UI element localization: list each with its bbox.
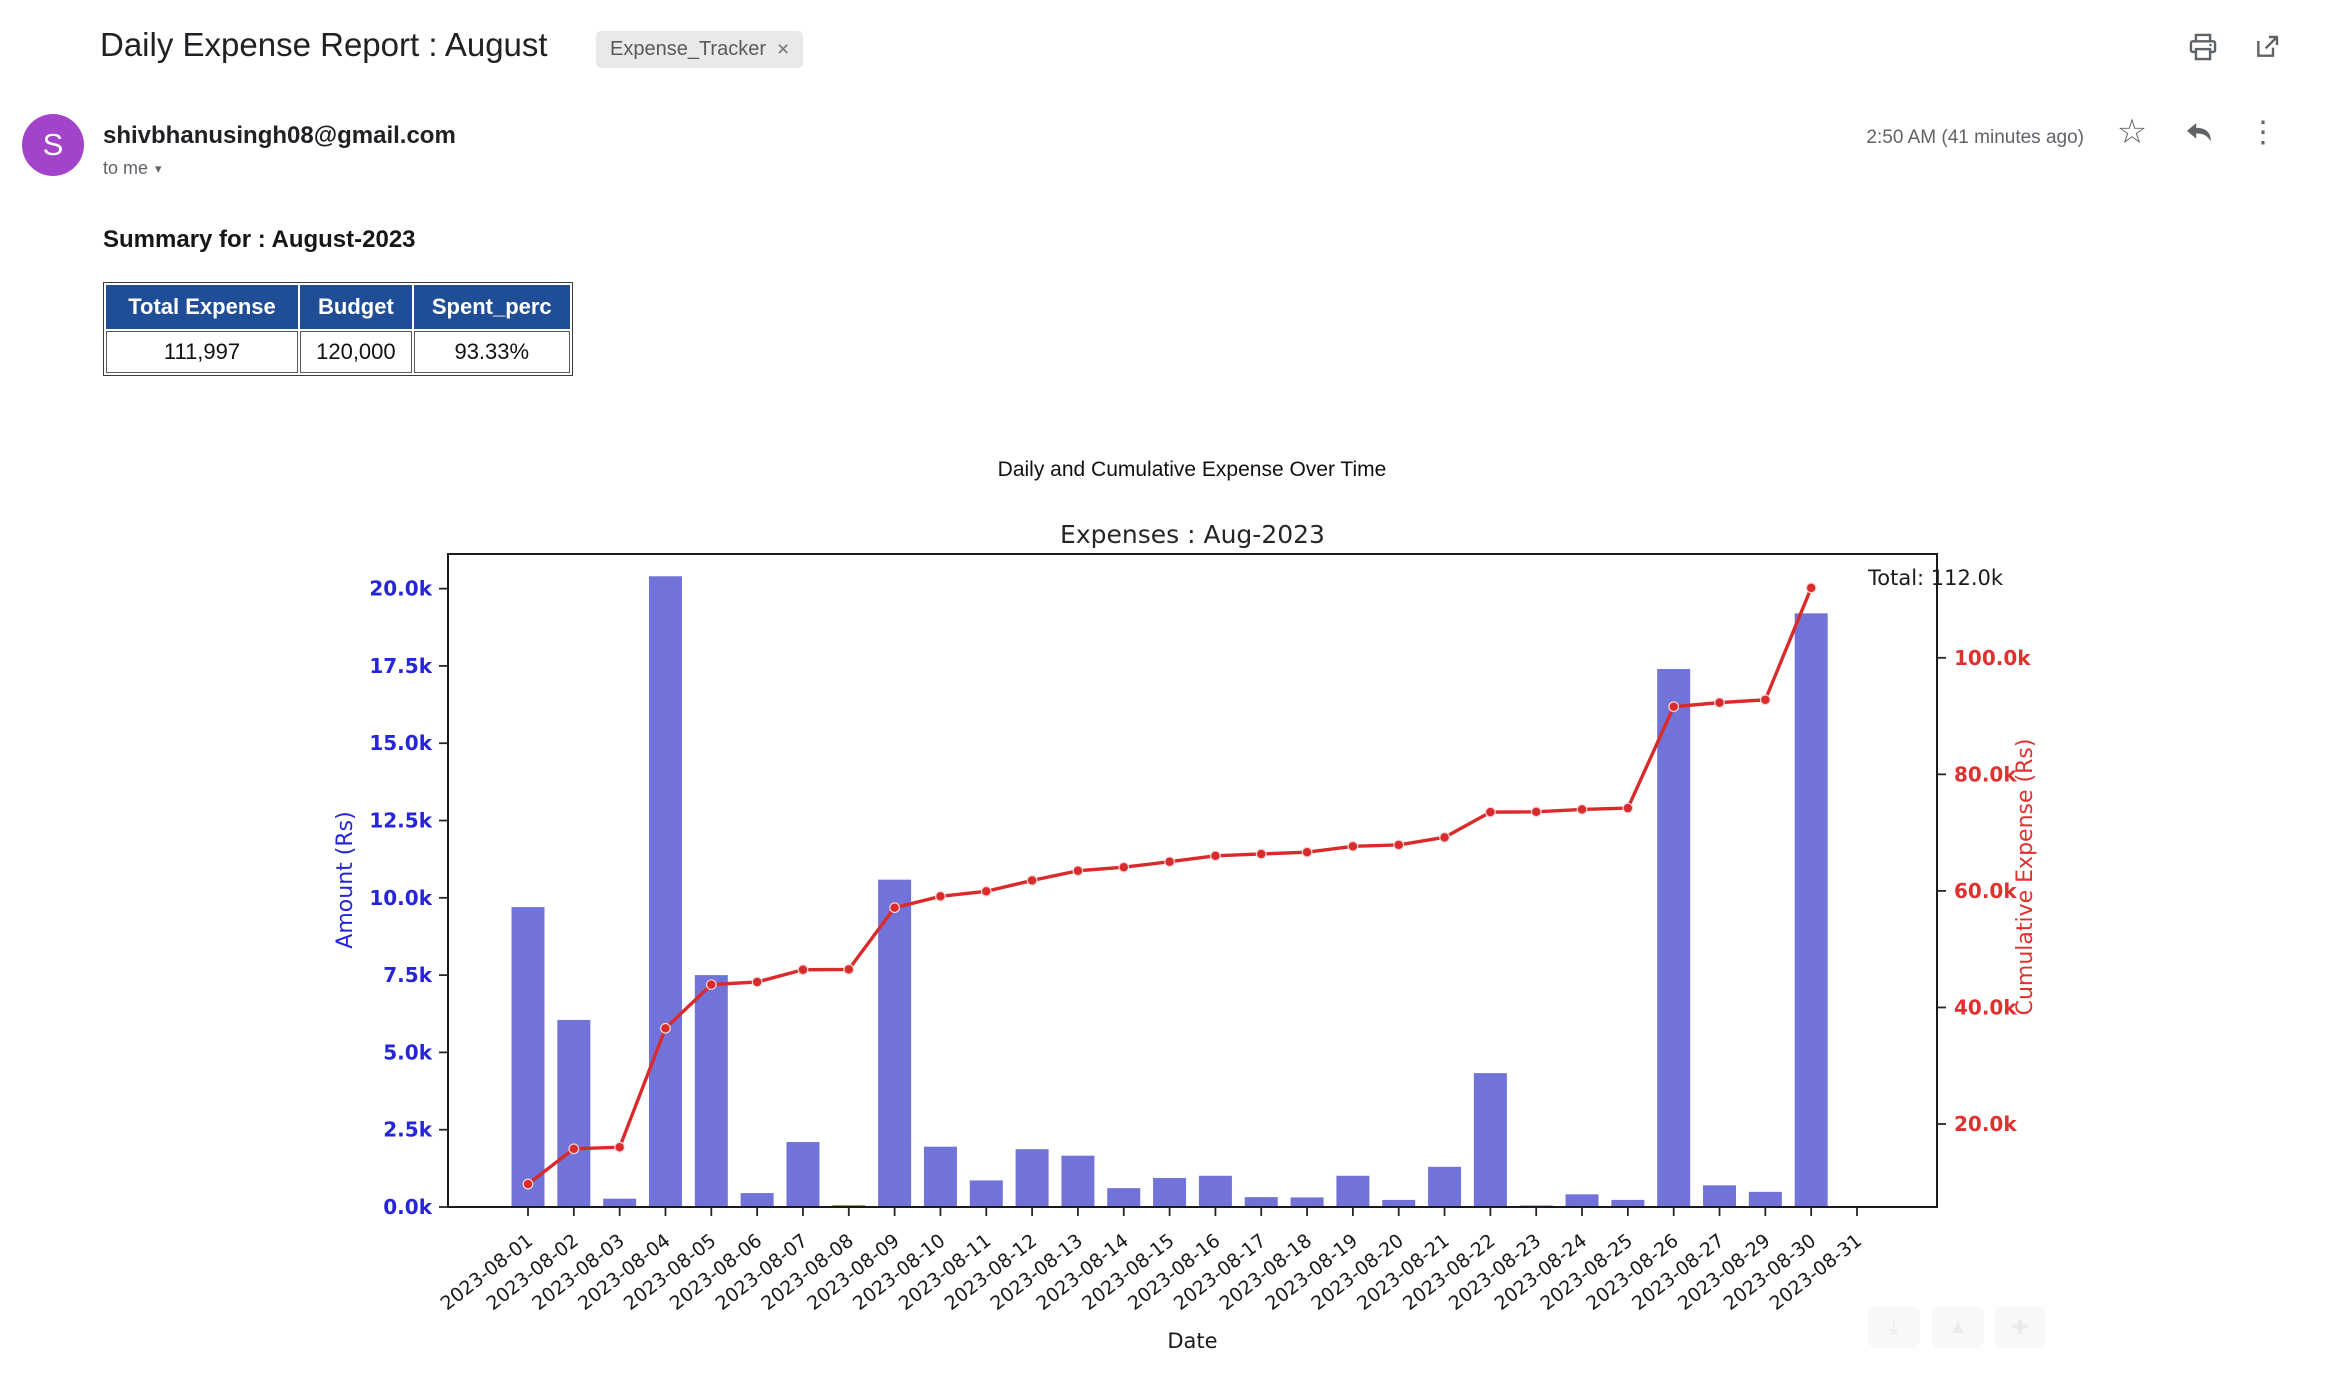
summary-col-budget: Budget [300,285,412,329]
message-timestamp: 2:50 AM (41 minutes ago) [1866,127,2084,148]
svg-text:15.0k: 15.0k [369,731,432,755]
spent-perc-value: 93.33% [413,331,570,373]
sender-avatar[interactable]: S [22,114,84,176]
svg-text:7.5k: 7.5k [383,963,432,987]
x-axis-label: Date [1167,1329,1217,1353]
summary-col-spent-perc: Spent_perc [413,285,570,329]
svg-text:2.5k: 2.5k [383,1118,432,1142]
printer-icon [2186,30,2220,69]
cumulative-expense-line [522,582,1817,1190]
photos-icon: ✚ [2011,1316,2029,1339]
total-expense-value: 111,997 [106,331,298,373]
svg-text:5.0k: 5.0k [383,1040,432,1064]
image-save-to-photos-button[interactable]: ✚ [1994,1306,2046,1348]
reply-icon [2182,116,2216,155]
svg-text:80.0k: 80.0k [1954,762,2017,786]
recipient-label: to me [103,158,149,178]
open-in-new-button[interactable] [2248,30,2286,68]
summary-col-total-expense: Total Expense [106,285,298,329]
right-y-axis-label: Cumulative Expense (Rs) [2013,739,2038,1016]
label-remove-icon[interactable]: × [777,38,790,61]
email-subject: Daily Expense Report : August [100,26,548,63]
svg-text:20.0k: 20.0k [1954,1112,2017,1136]
left-axis: 0.0k 2.5k 5.0k 7.5k 10.0k 12.5k 15.0k 17.5k 20.0… [369,577,448,1219]
chevron-down-icon: ▾ [155,160,162,176]
table-row: 111,997 120,000 93.33% [106,331,570,373]
label-chip-expense-tracker[interactable]: Expense_Tracker × [596,31,804,68]
star-icon: ☆ [2116,113,2148,151]
more-options-button[interactable]: ⋮ [2244,110,2282,154]
summary-table: Total Expense Budget Spent_perc 111,997 … [103,282,573,376]
star-button[interactable]: ☆ [2112,112,2152,152]
x-axis: 2023-08-012023-08-022023-08-032023-08-04… [437,1207,1866,1315]
reply-button[interactable] [2180,116,2218,154]
chart-heading: Daily and Cumulative Expense Over Time [997,458,1387,481]
svg-text:100.0k: 100.0k [1954,646,2031,670]
print-button[interactable] [2184,30,2222,68]
image-download-button[interactable]: ⤓ [1868,1306,1920,1348]
open-in-new-icon [2251,31,2283,68]
daily-expense-bars [511,576,1828,1207]
download-icon: ⤓ [1889,1315,1899,1338]
chart-title: Expenses : Aug-2023 [1060,520,1325,549]
svg-text:40.0k: 40.0k [1954,995,2017,1019]
svg-text:17.5k: 17.5k [369,654,432,678]
svg-text:0.0k: 0.0k [383,1195,432,1219]
right-axis: 20.0k 40.0k 60.0k 80.0k 100.0k [1937,646,2031,1136]
avatar-letter: S [42,127,64,162]
sender-email[interactable]: shivbhanusingh08@gmail.com [103,122,456,149]
svg-text:60.0k: 60.0k [1954,879,2017,903]
total-annotation: Total: 112.0k [1867,566,2004,590]
svg-text:10.0k: 10.0k [369,886,432,910]
more-vertical-icon: ⋮ [2248,115,2278,149]
svg-text:20.0k: 20.0k [369,577,432,601]
left-y-axis-label: Amount (Rs) [333,811,358,948]
label-chip-text: Expense_Tracker [610,38,766,60]
summary-heading: Summary for : August-2023 [103,226,416,253]
svg-text:12.5k: 12.5k [369,809,432,833]
budget-value: 120,000 [300,331,412,373]
drive-icon: ▲ [1948,1315,1968,1338]
recipient-dropdown[interactable]: to me ▾ [103,158,162,179]
image-add-to-drive-button[interactable]: ▲ [1932,1306,1984,1348]
